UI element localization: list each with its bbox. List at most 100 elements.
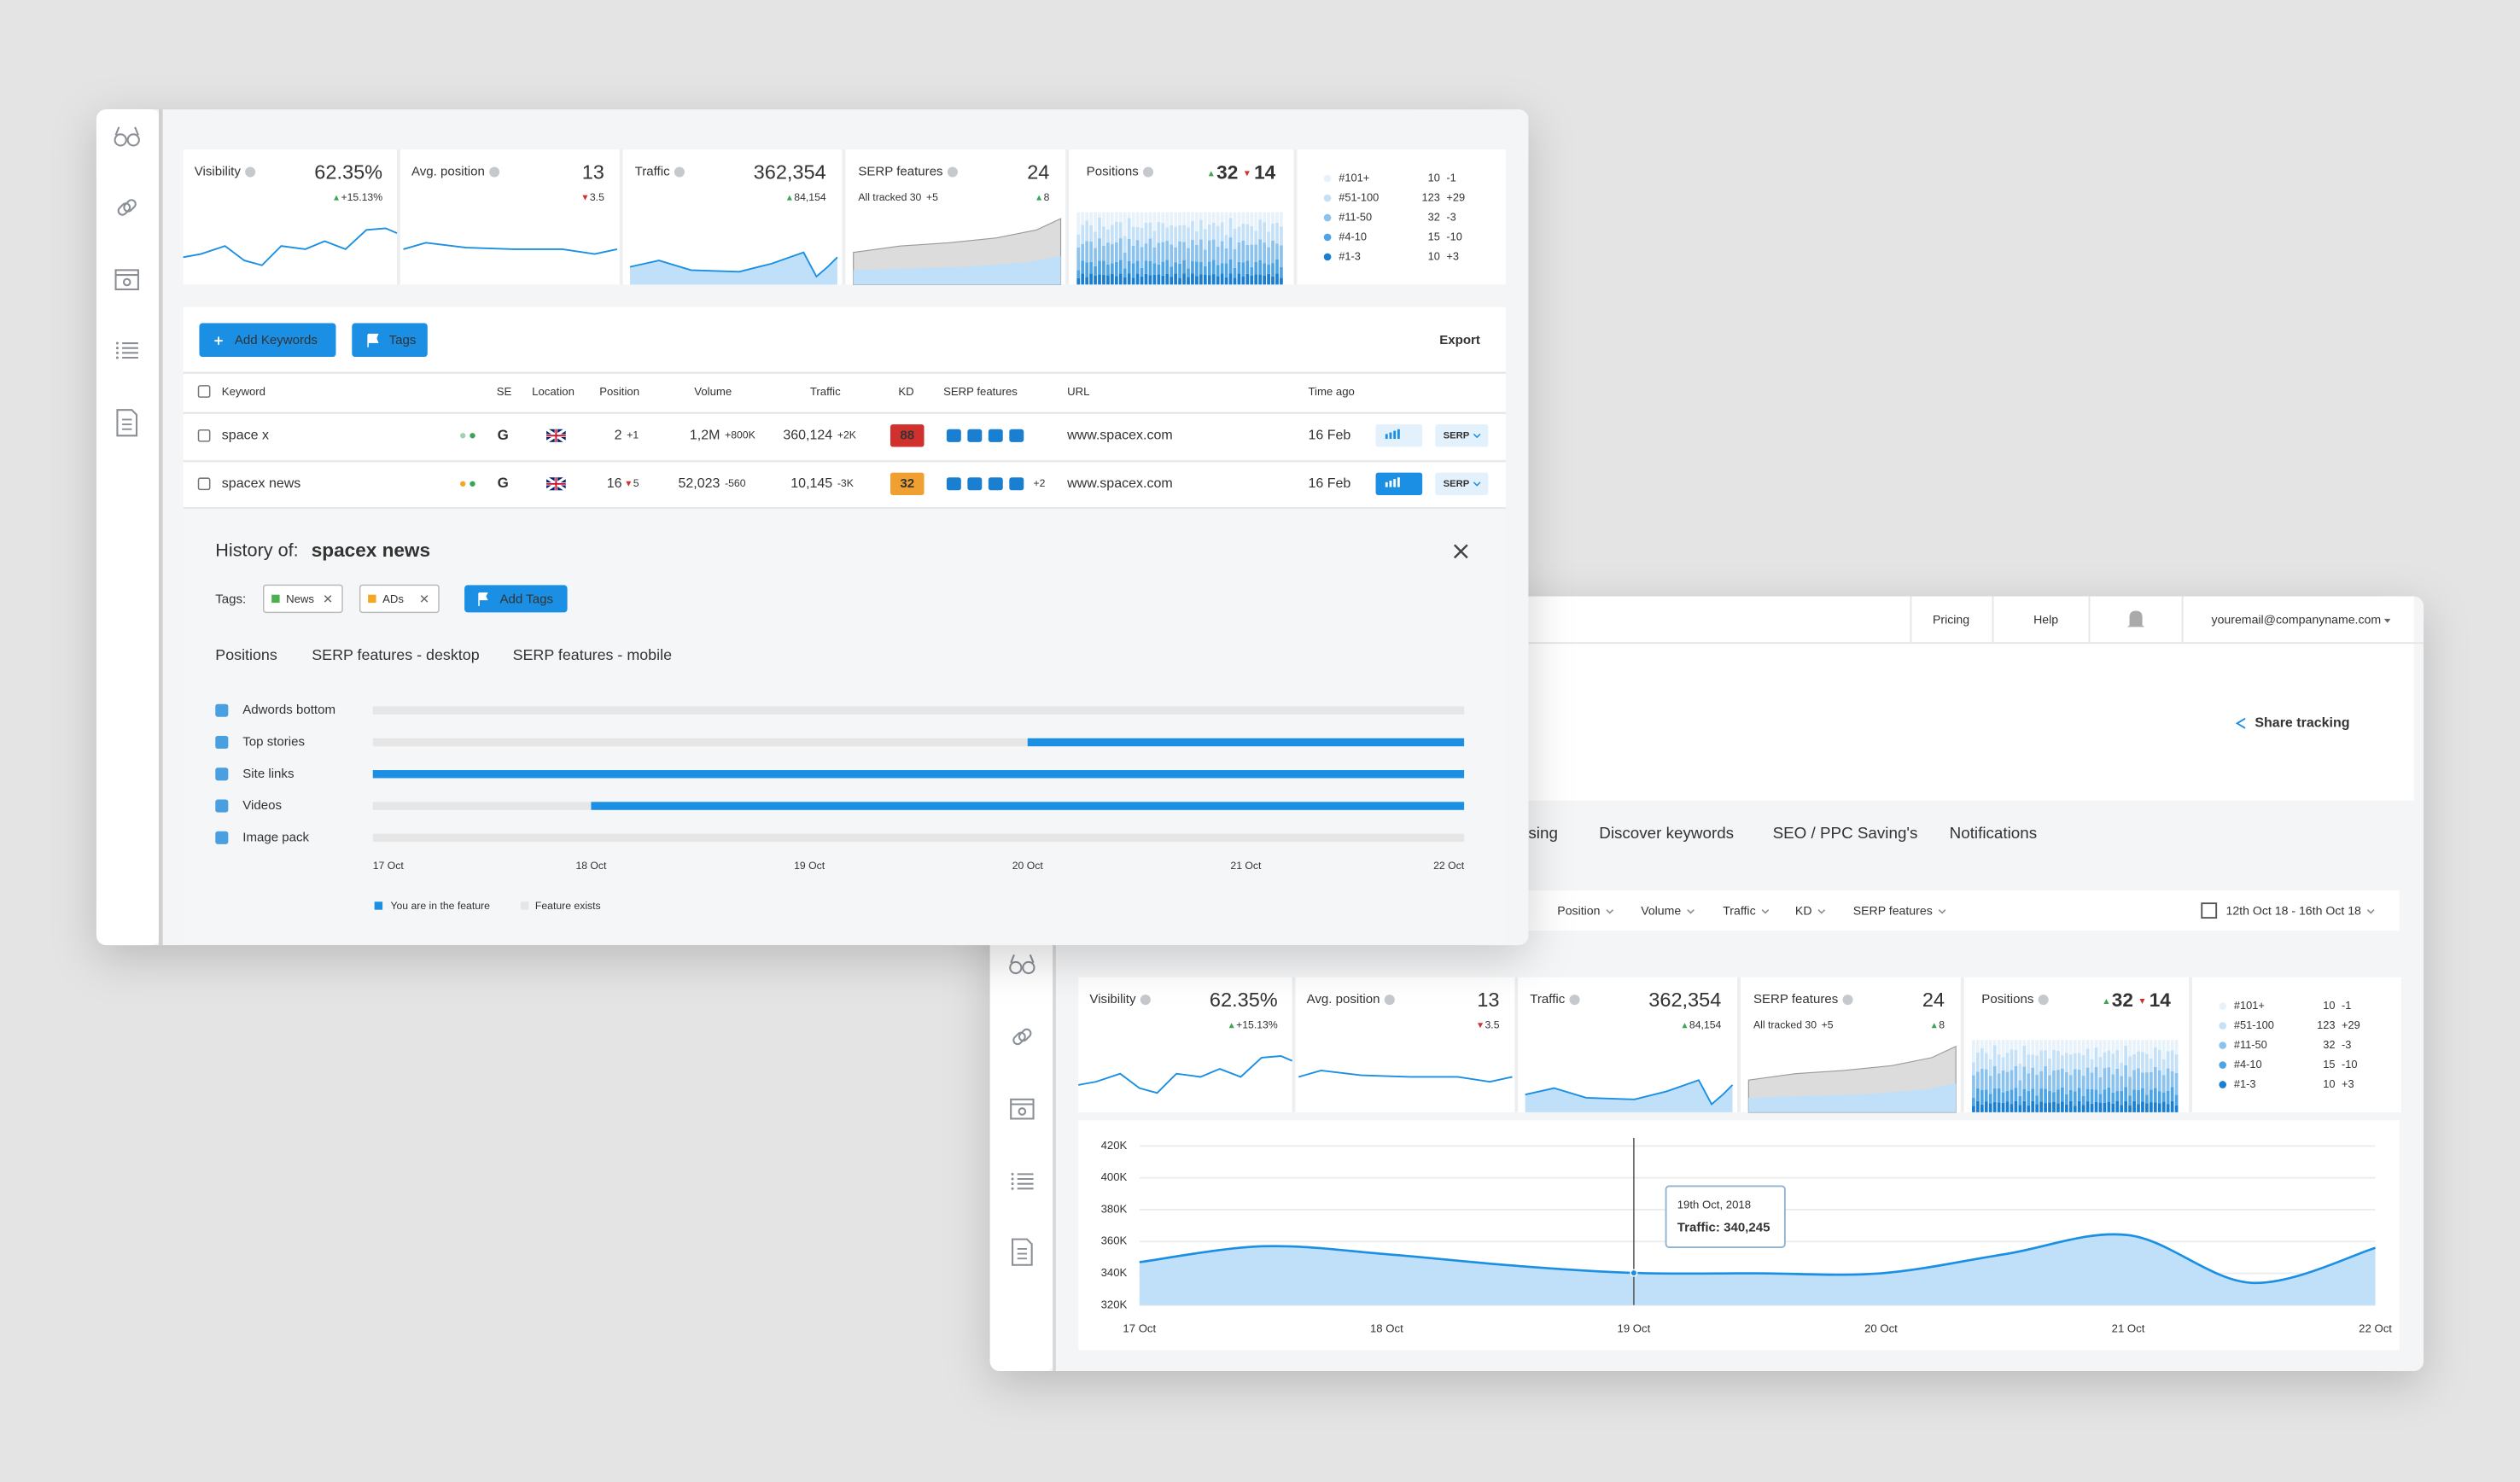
legend-change: -1 (2342, 999, 2351, 1012)
legend-change: -3 (1446, 210, 1455, 223)
sparkline (1078, 1055, 1293, 1094)
positions-bar (1207, 261, 1211, 276)
feature-icon (215, 767, 229, 781)
positions-bar (1135, 260, 1140, 274)
url[interactable]: www.spacex.com (1066, 429, 1173, 443)
bell-icon (2126, 610, 2145, 627)
tab[interactable]: Discover keywords (1599, 824, 1734, 842)
legend-dot (1323, 174, 1332, 183)
checkbox[interactable] (197, 477, 211, 491)
positions-bar (1267, 247, 1270, 265)
filter[interactable]: KD (1795, 903, 1812, 917)
positions-bar (1135, 273, 1140, 285)
history-tab[interactable]: SERP features - desktop (312, 646, 479, 663)
nav-link[interactable]: Pricing (1933, 613, 1969, 627)
positions-bar (2128, 1095, 2132, 1106)
share-tracking[interactable]: Share tracking (2255, 716, 2349, 731)
button-label[interactable]: Tags (389, 333, 417, 347)
serp-button[interactable] (1435, 472, 1489, 495)
filter[interactable]: Position (1557, 903, 1600, 917)
icon-glasses (114, 133, 127, 147)
positions-bar (2094, 1089, 2098, 1102)
button[interactable] (464, 585, 568, 613)
serp-button-label[interactable]: SERP (1444, 479, 1470, 489)
history-tab[interactable]: Positions (215, 646, 277, 663)
positions-bar (1975, 1052, 1980, 1072)
positions-bar (1280, 277, 1283, 285)
tab[interactable]: sing (1528, 824, 1558, 842)
tab[interactable]: SEO / PPC Saving's (1773, 824, 1918, 842)
checkbox[interactable] (197, 429, 211, 442)
positions-bar (2094, 1047, 2098, 1067)
table-row (183, 412, 1507, 460)
positions-bar (1187, 227, 1190, 248)
button-label[interactable]: Add Tags (500, 592, 553, 606)
metric-sub-change: +5 (1822, 1018, 1834, 1030)
positions-bar (2085, 1048, 2090, 1068)
positions-bar (1980, 1069, 1984, 1091)
metric-label: Traffic (1530, 992, 1565, 1006)
positions-bar (1127, 261, 1131, 274)
history-tab[interactable]: SERP features - mobile (513, 646, 673, 663)
date-range[interactable]: 12th Oct 18 - 16th Oct 18 (2225, 903, 2361, 917)
x-tick-label: 22 Oct (2359, 1322, 2392, 1335)
position: 16 (607, 476, 622, 491)
positions-bar (2145, 1040, 2149, 1054)
positions-bar (1263, 222, 1267, 243)
export-link[interactable]: Export (1439, 333, 1480, 347)
positions-bar (2107, 1040, 2111, 1051)
positions-bar (2115, 1101, 2120, 1112)
hover-point (1630, 1269, 1638, 1277)
y-tick-label: 420K (1101, 1139, 1128, 1152)
metric-label: SERP features (1753, 992, 1838, 1006)
button-label[interactable]: Add Keywords (235, 333, 318, 347)
traffic-area (1139, 1234, 2376, 1305)
button[interactable] (352, 323, 428, 358)
column-header: KD (898, 385, 913, 398)
info-icon (1143, 166, 1154, 178)
positions-bar (1258, 219, 1263, 240)
nav-link[interactable]: Help (2033, 613, 2058, 627)
positions-bar (2161, 1059, 2166, 1076)
feature-icon (215, 735, 229, 750)
positions-bar (1271, 240, 1275, 264)
positions-bar (1127, 238, 1131, 262)
positions-bar (1207, 275, 1211, 285)
positions-bar (1207, 225, 1211, 241)
tab[interactable]: Notifications (1950, 824, 2037, 842)
checkbox[interactable] (197, 385, 211, 398)
positions-bar (1098, 212, 1101, 218)
url[interactable]: www.spacex.com (1066, 476, 1173, 491)
positions-bar (2107, 1050, 2111, 1068)
sparkline-area (1525, 1080, 1733, 1112)
account-menu[interactable]: youremail@companyname.com (2212, 613, 2382, 627)
down-arrow (2139, 998, 2145, 1005)
positions-bar (2005, 1053, 2010, 1072)
position: 2 (615, 429, 622, 443)
positions-bar (1131, 277, 1135, 285)
positions-bar (2166, 1068, 2170, 1091)
filter[interactable]: Volume (1641, 903, 1681, 917)
positions-bar (1250, 225, 1254, 245)
filter[interactable]: Traffic (1723, 903, 1755, 917)
icon-document (1012, 1238, 1033, 1266)
positions-bar (2103, 1089, 2107, 1103)
metric-label: Visibility (1089, 992, 1136, 1006)
icon-list (1011, 1177, 1014, 1181)
serp-feature-icon (967, 477, 983, 491)
legend-name: #4-10 (2234, 1058, 2262, 1071)
up-arrow (2103, 998, 2109, 1005)
icon-list (1011, 1187, 1014, 1190)
button[interactable] (199, 323, 336, 358)
positions-bar (1182, 242, 1186, 260)
feature-name: Adwords bottom (242, 703, 335, 717)
legend-value: 10 (1428, 171, 1440, 184)
serp-button-label[interactable]: SERP (1444, 430, 1470, 441)
down-arrow (1478, 1023, 1484, 1029)
positions-bar (1975, 1071, 1980, 1088)
feature-name: Site links (242, 767, 294, 781)
filter[interactable]: SERP features (1853, 903, 1933, 917)
positions-bar (1094, 265, 1097, 277)
positions-bar (1106, 265, 1110, 276)
serp-button[interactable] (1435, 424, 1489, 447)
